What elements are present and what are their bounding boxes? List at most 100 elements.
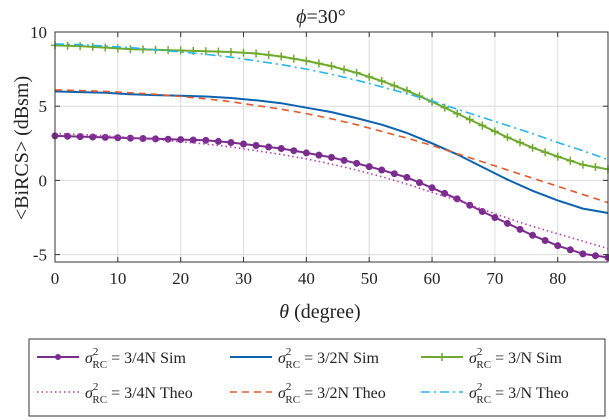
legend-superscript: 2 xyxy=(93,346,99,358)
data-point xyxy=(352,68,361,77)
data-point xyxy=(214,137,222,145)
data-point xyxy=(126,134,134,142)
series-line xyxy=(54,43,609,161)
x-tick-label: 70 xyxy=(486,269,503,288)
data-point xyxy=(214,47,223,56)
data-point xyxy=(453,109,462,118)
data-point xyxy=(529,231,537,239)
data-point xyxy=(226,48,235,57)
data-point xyxy=(390,81,399,90)
data-point xyxy=(478,121,487,130)
series-2 xyxy=(51,41,609,174)
legend-superscript: 2 xyxy=(477,381,483,393)
x-axis-label: θ (degree) xyxy=(279,301,360,323)
data-point xyxy=(113,44,122,53)
data-point xyxy=(239,48,248,57)
data-point xyxy=(152,135,160,143)
legend-item-3: σ2 RC = 3/4N Theo xyxy=(37,381,193,406)
data-point xyxy=(365,163,373,171)
data-point xyxy=(566,246,574,254)
series-4 xyxy=(54,89,609,204)
legend-superscript: 2 xyxy=(286,381,292,393)
y-tick-label: -5 xyxy=(33,246,47,265)
axes xyxy=(54,31,609,263)
data-point xyxy=(441,189,449,197)
series-line xyxy=(54,90,609,214)
data-point xyxy=(202,136,210,144)
legend-label: σ2 RC = 3/N Theo xyxy=(469,381,569,406)
legend-sigma: σ xyxy=(85,385,94,402)
data-point xyxy=(328,153,335,161)
legend-sigma: σ xyxy=(469,385,478,402)
data-point xyxy=(528,143,537,152)
legend-label: σ2 RC = 3/N Sim xyxy=(469,346,562,371)
data-point xyxy=(554,242,562,250)
data-point xyxy=(277,52,286,61)
x-tick-label: 10 xyxy=(109,269,126,288)
data-point xyxy=(201,47,210,56)
x-tick-label: 40 xyxy=(298,269,315,288)
data-point xyxy=(164,135,172,143)
data-point xyxy=(88,42,97,51)
y-tick-label: 10 xyxy=(30,23,47,42)
series-0 xyxy=(51,132,609,262)
data-point xyxy=(466,201,474,209)
legend-superscript: 2 xyxy=(93,381,99,393)
data-point xyxy=(302,56,311,65)
data-point xyxy=(277,144,285,152)
data-point xyxy=(440,103,449,112)
legend-sigma: σ xyxy=(278,350,287,367)
data-point xyxy=(516,225,524,233)
data-point xyxy=(377,76,386,85)
series-5 xyxy=(54,43,609,161)
data-point xyxy=(101,133,109,141)
data-point xyxy=(578,160,587,169)
legend-subscript: RC xyxy=(285,394,300,406)
legend-label: σ2 RC = 3/2N Theo xyxy=(278,381,386,406)
legend: σ2 RC = 3/4N Sim σ2 RC = 3/2N Sim σ2 RC = 3/N… xyxy=(28,338,606,417)
data-point xyxy=(503,219,511,227)
data-point xyxy=(491,213,499,221)
legend-rest: = 3/2N Theo xyxy=(300,385,386,402)
x-tick-label: 80 xyxy=(549,269,566,288)
legend-superscript: 2 xyxy=(477,346,483,358)
legend-sigma: σ xyxy=(469,350,478,367)
data-point xyxy=(566,156,575,165)
legend-item-0: σ2 RC = 3/4N Sim xyxy=(37,346,186,371)
x-tick-label: 20 xyxy=(172,269,189,288)
legend-sigma: σ xyxy=(278,385,287,402)
data-point xyxy=(403,173,411,181)
x-tick-label: 60 xyxy=(424,269,441,288)
data-point xyxy=(76,42,85,51)
data-point xyxy=(516,138,525,147)
data-point xyxy=(114,134,122,142)
data-point xyxy=(265,143,273,151)
data-point xyxy=(240,140,248,148)
data-point xyxy=(415,179,423,187)
x-tick-label: 30 xyxy=(235,269,252,288)
series-layer xyxy=(51,41,609,262)
data-point xyxy=(541,236,549,244)
legend-item-4: σ2 RC = 3/2N Theo xyxy=(230,381,386,406)
data-point xyxy=(63,41,72,50)
data-point xyxy=(503,133,512,142)
x-tick-label: 0 xyxy=(51,269,60,288)
legend-label: σ2 RC = 3/4N Theo xyxy=(85,381,193,406)
data-point xyxy=(302,149,310,157)
y-tick-label: 0 xyxy=(39,171,48,190)
data-point xyxy=(553,152,562,161)
chart-title: ϕ=30° xyxy=(296,6,346,28)
data-point xyxy=(126,45,135,54)
data-point xyxy=(340,156,348,164)
x-axis-rest: (degree) xyxy=(289,301,361,323)
legend-rest: = 3/4N Sim xyxy=(107,350,186,367)
data-point xyxy=(478,208,486,216)
legend-marker xyxy=(438,353,446,361)
data-point xyxy=(101,43,110,52)
data-point xyxy=(591,163,600,172)
plot-frame xyxy=(54,31,609,263)
data-point xyxy=(465,115,474,124)
legend-subscript: RC xyxy=(476,394,491,406)
data-point xyxy=(164,46,173,55)
data-point xyxy=(490,127,499,136)
